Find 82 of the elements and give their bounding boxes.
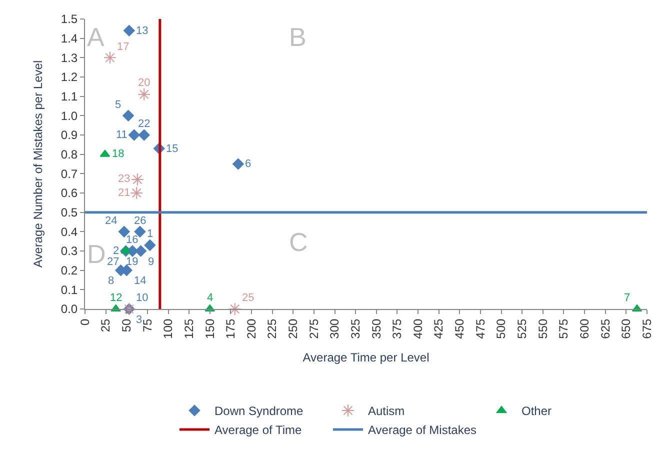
y-axis-title: Average Number of Mistakes per Level [31, 60, 46, 268]
x-tick-label: 100 [161, 318, 176, 339]
y-tick-label: 1.2 [60, 70, 78, 84]
x-tick-label: 425 [432, 318, 446, 339]
y-tick-label: 0.3 [60, 244, 78, 258]
annotation: 25 [242, 292, 254, 304]
x-tick-label: 50 [120, 318, 134, 332]
x-tick-label: 500 [494, 318, 508, 339]
y-tick-label: 0.2 [60, 264, 78, 278]
y-tick-label: 1.5 [60, 12, 78, 26]
x-tick-label: 150 [202, 318, 217, 339]
annotation: 12 [110, 292, 122, 304]
y-tick-label: 1.0 [60, 108, 78, 123]
legend-label: Autism [368, 404, 405, 418]
annotation: 15 [166, 143, 178, 155]
y-tick-label: 0.6 [60, 186, 78, 200]
y-tick-label: 0.5 [60, 206, 78, 220]
x-tick-label: 225 [265, 318, 280, 339]
annotation: 6 [245, 158, 252, 170]
annotation: 24 [105, 215, 118, 227]
annotation: 26 [134, 215, 146, 227]
annotation: 7 [624, 292, 630, 304]
annotation: 10 [136, 292, 148, 304]
y-tick-label: 1.1 [60, 90, 78, 104]
annotation: 20 [138, 77, 150, 89]
legend-label: Average of Mistakes [368, 423, 476, 438]
x-tick-label: 600 [577, 318, 592, 339]
annotation: 27 [107, 256, 120, 268]
annotation: 19 [126, 256, 138, 268]
annotation: 17 [117, 41, 130, 53]
legend-label: Down Syndrome [214, 404, 304, 418]
annotation: 18 [112, 148, 124, 160]
x-tick-label: 525 [515, 318, 530, 339]
annotation: 9 [148, 256, 154, 268]
annotation: 16 [126, 234, 138, 246]
x-tick-label: 575 [556, 318, 571, 339]
x-tick-label: 125 [182, 318, 196, 339]
y-tick-label: 0.0 [60, 302, 78, 316]
annotation: 2 [113, 245, 120, 257]
annotation: B [289, 22, 306, 52]
x-tick-label: 175 [224, 318, 238, 339]
annotation: 22 [138, 118, 150, 130]
y-tick-label: 0.1 [60, 282, 78, 297]
y-tick-label: 0.4 [60, 224, 78, 239]
x-tick-label: 325 [348, 318, 362, 339]
x-tick-label: 375 [390, 318, 404, 339]
x-tick-label: 450 [452, 318, 467, 339]
x-tick-label: 200 [244, 318, 258, 339]
y-tick-label: 1.4 [60, 32, 78, 46]
annotation: 21 [118, 187, 130, 199]
x-tick-label: 275 [306, 318, 321, 339]
x-tick-label: 0 [78, 318, 92, 326]
y-tick-label: 0.7 [60, 166, 78, 181]
x-tick-label: 400 [410, 318, 425, 339]
x-tick-label: 25 [98, 318, 113, 332]
y-tick-label: 1.3 [60, 50, 78, 65]
x-tick-label: 250 [286, 318, 300, 339]
annotation: 23 [118, 173, 130, 185]
x-tick-label: 550 [536, 318, 550, 339]
annotation: 8 [108, 275, 114, 287]
x-tick-label: 650 [619, 318, 634, 339]
annotation: C [289, 227, 308, 257]
annotation: 4 [207, 292, 214, 304]
annotation: 3 [136, 314, 142, 326]
annotation: 5 [115, 99, 122, 111]
x-tick-label: 675 [640, 318, 654, 339]
annotation: D [87, 239, 106, 269]
x-tick-label: 475 [473, 318, 488, 339]
legend-label: Other [522, 404, 552, 418]
x-axis-title: Average Time per Level [302, 350, 430, 365]
y-tick-label: 0.8 [60, 148, 78, 162]
y-tick-label: 0.9 [60, 128, 78, 142]
x-tick-label: 625 [598, 318, 612, 339]
legend-label: Average of Time [214, 423, 302, 438]
annotation: 13 [136, 25, 148, 37]
x-tick-label: 300 [328, 318, 342, 339]
annotation: 14 [134, 275, 146, 287]
x-tick-label: 75 [140, 318, 154, 332]
annotation: 11 [116, 129, 128, 141]
annotation: A [87, 22, 105, 52]
x-tick-label: 350 [369, 318, 384, 339]
annotation: 1 [147, 228, 154, 240]
